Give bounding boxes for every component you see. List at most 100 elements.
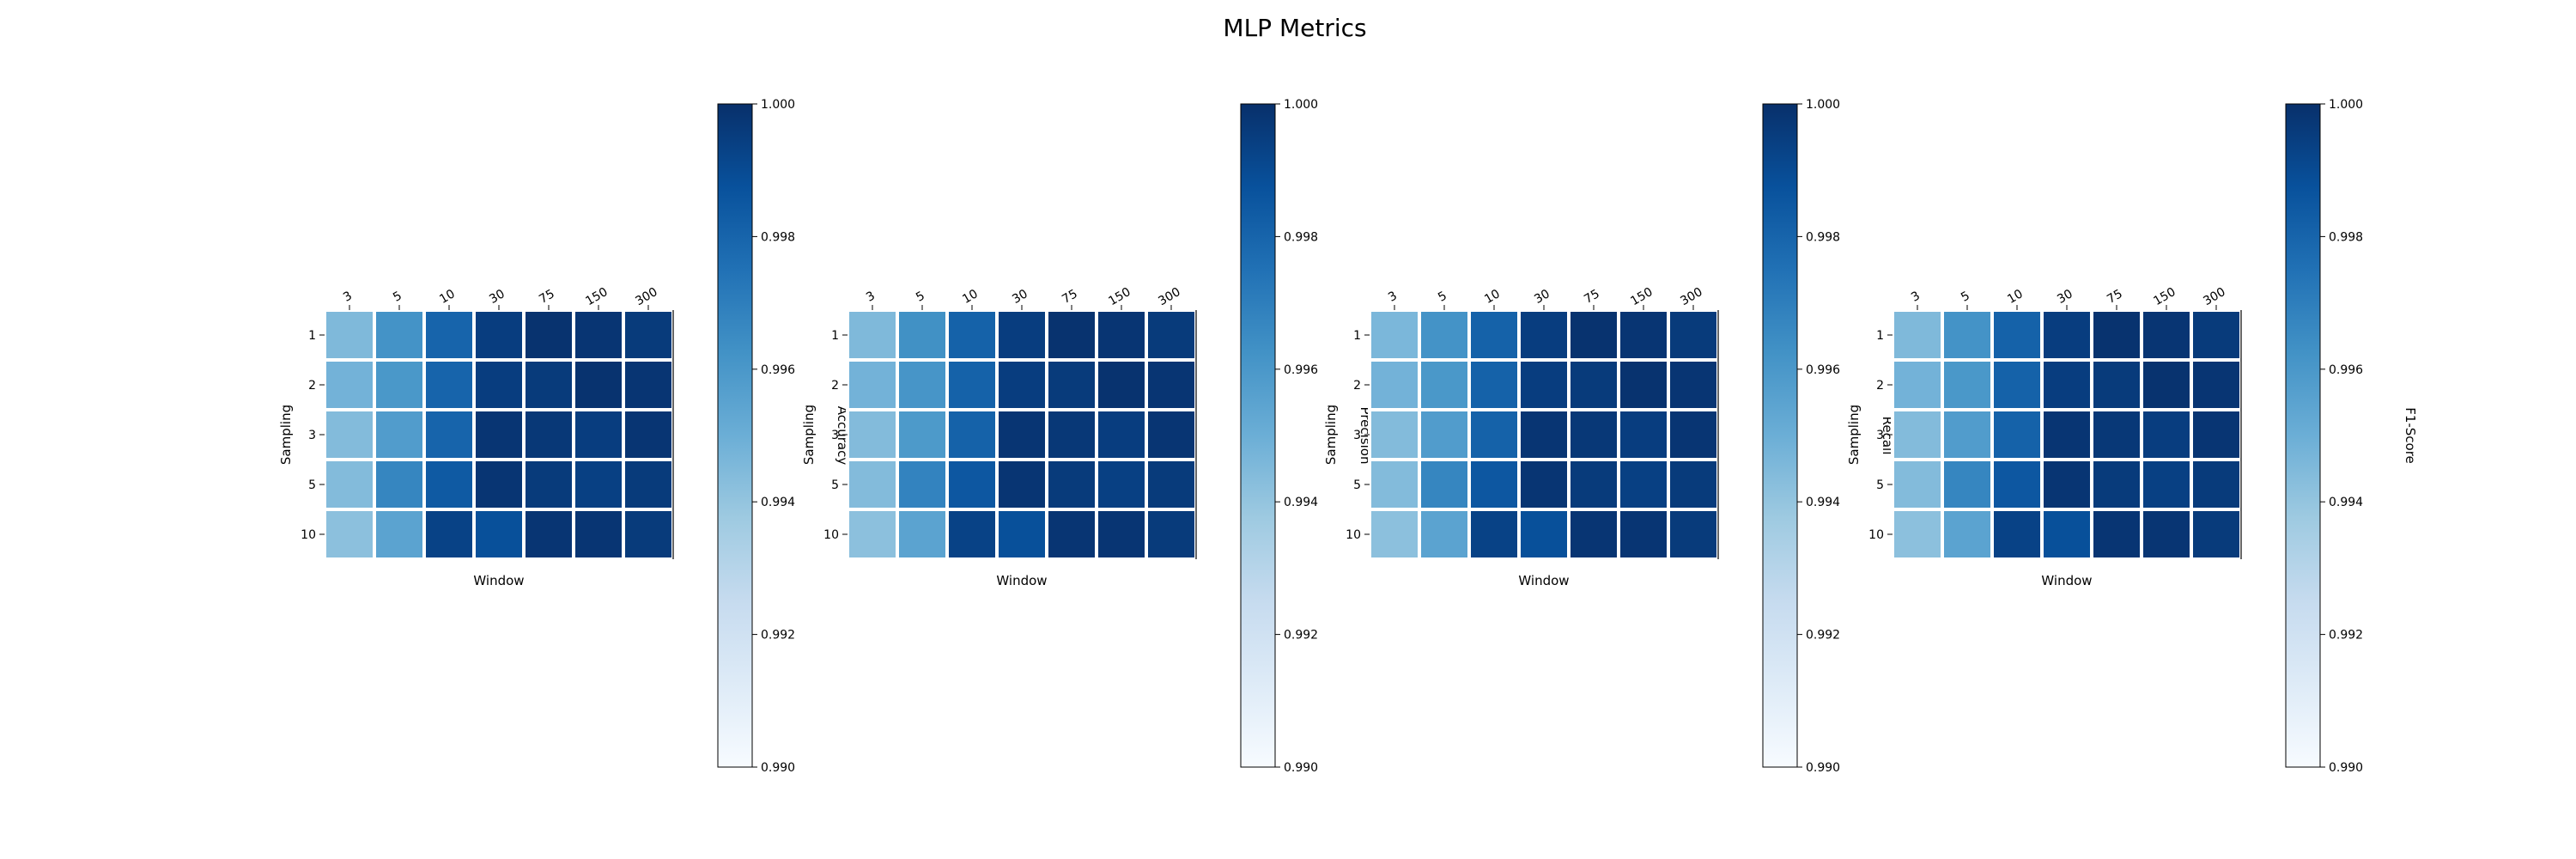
heatmap-cell [522, 408, 575, 461]
heatmap-cell [995, 358, 1048, 411]
colorbar-tick-label: 1.000 [1284, 98, 1318, 112]
colorbar-tick-label: 1.000 [1806, 98, 1840, 112]
heatmap-cell [995, 408, 1048, 461]
heatmap-cell [1617, 508, 1670, 561]
heatmap-cell [1891, 358, 1944, 411]
heatmap-cell [622, 308, 675, 362]
heatmap-cell [2190, 408, 2243, 461]
heatmap-cell [1941, 358, 1994, 411]
heatmap-cell [2190, 358, 2243, 411]
heatmap-cell [1567, 308, 1620, 362]
colorbar-tick-label: 0.998 [761, 230, 795, 244]
heatmap-cell [945, 358, 999, 411]
colorbar [717, 103, 753, 768]
x-tick-label: 3 [341, 289, 355, 304]
colorbar-tick-label: 0.998 [1806, 230, 1840, 244]
x-tick-label: 5 [914, 289, 927, 304]
x-tick-label: 10 [1482, 287, 1502, 307]
heatmap-cell [1418, 408, 1471, 461]
heatmap-cell [1567, 408, 1620, 461]
heatmap-panel-accuracy: 3 5 10 30 75 150 300 1 2 3 5 10 Window Sampling 0.990 0… [278, 98, 850, 775]
heatmap-cell [572, 508, 625, 561]
y-axis-label: Sampling [278, 405, 294, 465]
heatmap-cell [945, 458, 999, 511]
heatmap-cell [1990, 458, 2044, 511]
heatmap-cell [1045, 308, 1098, 362]
heatmap-cell [2190, 308, 2243, 362]
heatmap-cell [945, 308, 999, 362]
heatmap-cell [472, 358, 526, 411]
heatmap-cell [2090, 508, 2143, 561]
heatmap-cell [846, 508, 899, 561]
heatmap-cell [373, 408, 426, 461]
colorbar-tick-label: 0.996 [2329, 363, 2363, 377]
heatmap-cell [1145, 458, 1198, 511]
x-tick-label: 10 [2005, 287, 2025, 307]
colorbar [1762, 103, 1798, 768]
x-tick-label: 300 [1678, 285, 1704, 308]
heatmap-cell [323, 408, 376, 461]
x-tick-label: 75 [537, 287, 556, 307]
x-axis-label: Window [2041, 573, 2092, 588]
y-tick-label: 2 [831, 379, 839, 393]
figure-title: MLP Metrics [1223, 14, 1366, 42]
heatmap-cell [1045, 408, 1098, 461]
heatmap-cell [846, 458, 899, 511]
colorbar-tick-label: 0.990 [761, 761, 795, 775]
heatmap-cell [896, 308, 949, 362]
heatmap-cell [2140, 358, 2193, 411]
heatmap-cell [1045, 508, 1098, 561]
x-tick-label: 5 [1959, 289, 1972, 304]
heatmap-cell [1990, 308, 2044, 362]
y-tick-label: 1 [1353, 329, 1361, 343]
heatmap-cell [1567, 458, 1620, 511]
heatmap-cell [472, 508, 526, 561]
heatmap-cell [572, 408, 625, 461]
heatmap-cell [323, 508, 376, 561]
colorbar-tick-label: 0.994 [1806, 496, 1840, 509]
x-axis-label: Window [1518, 573, 1569, 588]
heatmap-cell [1617, 458, 1670, 511]
heatmap-cell [995, 508, 1048, 561]
heatmap-cell [622, 458, 675, 511]
y-tick-label: 5 [831, 478, 839, 492]
colorbar [1240, 103, 1276, 768]
heatmap-cell [1891, 508, 1944, 561]
heatmap-cell [1145, 408, 1198, 461]
x-tick-label: 30 [487, 287, 507, 307]
heatmap-cell [1368, 308, 1421, 362]
heatmap-cell [1891, 408, 1944, 461]
colorbar-tick-label: 1.000 [761, 98, 795, 112]
heatmap-cell [896, 458, 949, 511]
heatmap-cell [2140, 408, 2193, 461]
heatmap-cell [2040, 458, 2093, 511]
x-tick-label: 300 [633, 285, 659, 308]
x-tick-label: 3 [864, 289, 878, 304]
colorbar-label: F1-Score [2403, 407, 2418, 464]
heatmap-panel-precision: 3 5 10 30 75 150 300 1 2 3 5 10 Window Sampling 0.990 0… [801, 98, 1373, 775]
heatmap-cell [1517, 308, 1571, 362]
x-axis-label: Window [996, 573, 1047, 588]
heatmap-cell [1990, 358, 2044, 411]
heatmap-cell [945, 408, 999, 461]
heatmap-cell [2140, 508, 2193, 561]
heatmap-cell [373, 458, 426, 511]
heatmap-cell [2040, 358, 2093, 411]
colorbar-tick-label: 0.994 [2329, 496, 2363, 509]
y-axis-label: Sampling [801, 405, 817, 465]
heatmap-cell [945, 508, 999, 561]
heatmap-cell [572, 358, 625, 411]
heatmap-cell [522, 308, 575, 362]
heatmap-cell [1467, 458, 1521, 511]
heatmap-cell [1517, 408, 1571, 461]
heatmap-cell [2090, 308, 2143, 362]
y-tick-label: 5 [1876, 478, 1884, 492]
heatmap-panel-f1-score: 3 5 10 30 75 150 300 1 2 3 5 10 Window Sampling 0.990 0… [1846, 98, 2418, 775]
heatmap-cell [1667, 408, 1720, 461]
heatmap-cell [422, 458, 476, 511]
heatmap-cell [1941, 408, 1994, 461]
y-tick-label: 10 [1346, 528, 1361, 542]
heatmap-cell [1368, 508, 1421, 561]
x-tick-label: 30 [1010, 287, 1030, 307]
